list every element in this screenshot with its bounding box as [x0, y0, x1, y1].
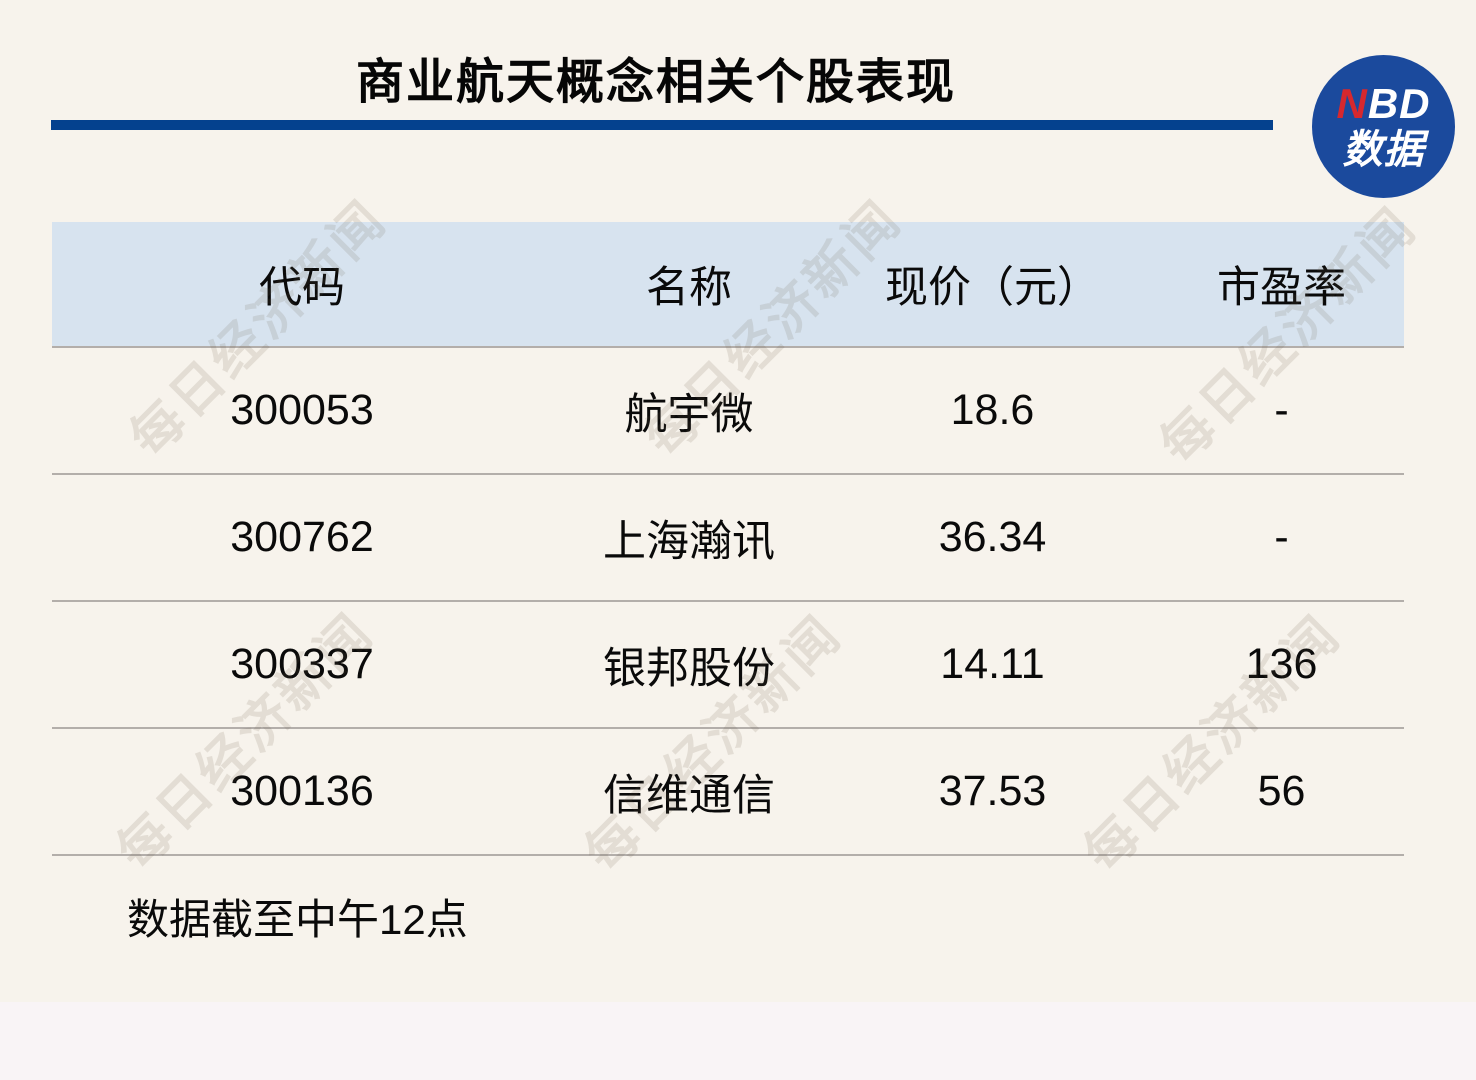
cell-pe: 136 [1159, 601, 1404, 729]
logo-text-shuju: 数据 [1342, 128, 1425, 172]
logo-letter-n: N [1336, 80, 1368, 127]
cell-pe: - [1159, 347, 1404, 475]
column-header-pe: 市盈率 [1159, 222, 1404, 348]
cell-price: 14.11 [826, 601, 1159, 729]
cell-price: 36.34 [826, 474, 1159, 602]
cell-name: 上海瀚讯 [552, 474, 826, 602]
cell-code: 300053 [52, 347, 552, 475]
column-header-name: 名称 [552, 222, 826, 348]
cell-price: 37.53 [826, 728, 1159, 856]
nbd-logo: NBD 数据 [1312, 55, 1455, 198]
title-underline [51, 120, 1273, 130]
bottom-margin-band [0, 1002, 1476, 1080]
column-header-code: 代码 [52, 222, 552, 348]
cell-name: 航宇微 [552, 347, 826, 475]
cell-code: 300337 [52, 601, 552, 729]
cell-code: 300136 [52, 728, 552, 856]
cell-name: 银邦股份 [552, 601, 826, 729]
cell-code: 300762 [52, 474, 552, 602]
column-header-price: 现价（元） [826, 222, 1159, 348]
stock-table: 代码 名称 现价（元） 市盈率 300053 航宇微 18.6 - 300762… [52, 222, 1404, 856]
logo-letters-bd: BD [1367, 80, 1431, 127]
cell-pe: - [1159, 474, 1404, 602]
logo-text-nbd: NBD [1336, 83, 1430, 125]
table-row: 300053 航宇微 18.6 - [52, 347, 1404, 475]
page-title: 商业航天概念相关个股表现 [355, 56, 956, 109]
table-header-row: 代码 名称 现价（元） 市盈率 [52, 222, 1404, 348]
cell-name: 信维通信 [552, 728, 826, 856]
cell-pe: 56 [1159, 728, 1404, 856]
data-cutoff-note: 数据截至中午12点 [127, 896, 468, 943]
cell-price: 18.6 [826, 347, 1159, 475]
table-row: 300136 信维通信 37.53 56 [52, 728, 1404, 856]
table-row: 300337 银邦股份 14.11 136 [52, 601, 1404, 729]
table-row: 300762 上海瀚讯 36.34 - [52, 474, 1404, 602]
